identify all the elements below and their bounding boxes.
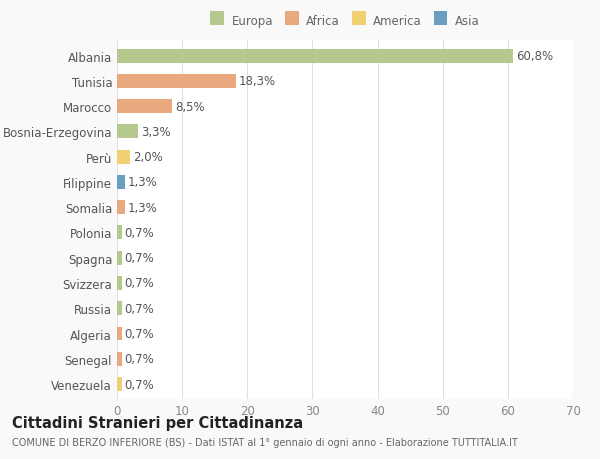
Bar [117, 226, 122, 240]
Text: 0,7%: 0,7% [124, 353, 154, 365]
Text: 3,3%: 3,3% [141, 126, 171, 139]
Bar [117, 50, 513, 63]
Text: 0,7%: 0,7% [124, 378, 154, 391]
Legend: Europa, Africa, America, Asia: Europa, Africa, America, Asia [207, 11, 483, 31]
Text: 1,3%: 1,3% [128, 201, 158, 214]
Bar [117, 251, 122, 265]
Bar [117, 151, 130, 164]
Text: 0,7%: 0,7% [124, 277, 154, 290]
Text: 0,7%: 0,7% [124, 302, 154, 315]
Text: Cittadini Stranieri per Cittadinanza: Cittadini Stranieri per Cittadinanza [12, 415, 303, 431]
Bar [117, 100, 172, 114]
Text: COMUNE DI BERZO INFERIORE (BS) - Dati ISTAT al 1° gennaio di ogni anno - Elabora: COMUNE DI BERZO INFERIORE (BS) - Dati IS… [12, 437, 518, 447]
Bar [117, 327, 122, 341]
Text: 0,7%: 0,7% [124, 252, 154, 265]
Bar [117, 201, 125, 215]
Text: 18,3%: 18,3% [239, 75, 276, 88]
Bar [117, 75, 236, 89]
Text: 1,3%: 1,3% [128, 176, 158, 189]
Bar [117, 377, 122, 391]
Bar [117, 302, 122, 315]
Text: 8,5%: 8,5% [175, 101, 205, 113]
Text: 60,8%: 60,8% [515, 50, 553, 63]
Text: 0,7%: 0,7% [124, 327, 154, 340]
Text: 0,7%: 0,7% [124, 226, 154, 240]
Text: 2,0%: 2,0% [133, 151, 163, 164]
Bar [117, 352, 122, 366]
Bar [117, 175, 125, 190]
Bar [117, 276, 122, 290]
Bar [117, 125, 139, 139]
